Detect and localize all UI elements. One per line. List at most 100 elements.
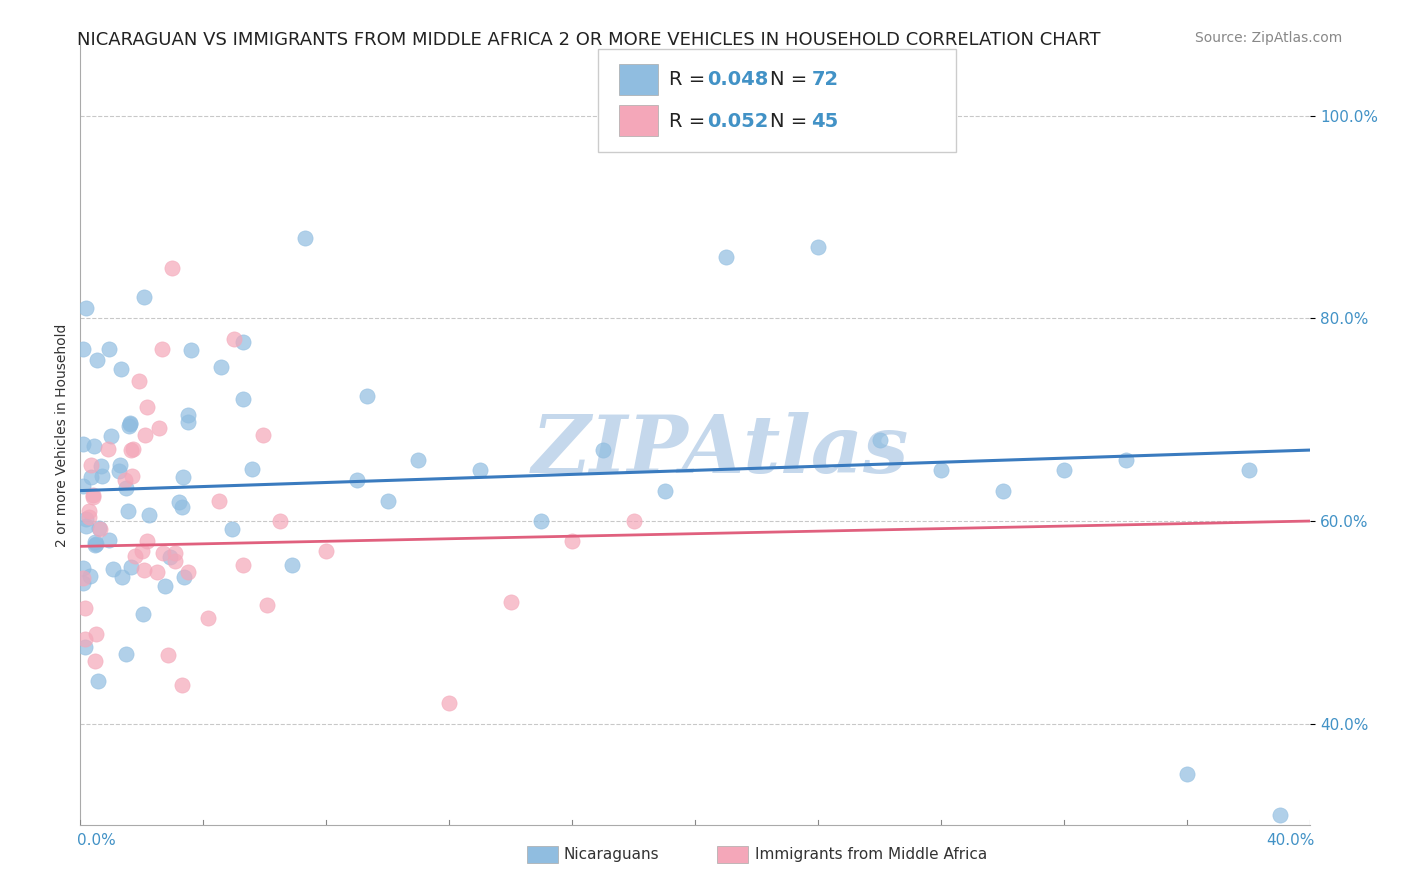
Point (107, 464, 129, 478)
Point (122, 442, 145, 457)
Point (256, 598, 278, 612)
Text: Source: ZipAtlas.com: Source: ZipAtlas.com (1195, 31, 1343, 45)
Point (177, 565, 200, 579)
Point (89, 522, 111, 536)
Point (221, 522, 243, 536)
Point (80, 458, 103, 472)
Point (84, 537, 107, 551)
Point (136, 534, 159, 549)
Point (111, 570, 134, 584)
Point (98, 533, 121, 548)
Point (75, 301, 97, 315)
Point (82, 487, 104, 501)
Point (592, 443, 614, 458)
Point (170, 678, 193, 692)
Text: 40.0%: 40.0% (1267, 833, 1315, 847)
Point (83, 534, 105, 549)
Point (128, 374, 150, 388)
Point (222, 332, 245, 346)
Point (169, 495, 191, 509)
Point (120, 560, 142, 574)
Point (98, 342, 121, 356)
Point (83, 538, 105, 552)
Point (118, 417, 141, 431)
Point (714, 251, 737, 265)
Point (173, 570, 195, 584)
Point (84, 627, 107, 641)
Point (177, 415, 200, 429)
Point (75, 518, 97, 533)
Point (132, 289, 155, 303)
Point (269, 514, 291, 528)
Point (232, 558, 254, 572)
Point (115, 481, 138, 495)
Point (315, 544, 337, 558)
Point (72, 342, 94, 356)
Point (80, 470, 103, 484)
Point (209, 359, 232, 374)
Point (530, 514, 553, 528)
Point (124, 549, 146, 563)
Point (163, 546, 186, 560)
Point (114, 474, 136, 488)
Point (72, 479, 94, 493)
Point (176, 408, 198, 422)
Point (101, 562, 124, 576)
Point (79, 569, 101, 583)
Point (97, 442, 120, 456)
Y-axis label: 2 or more Vehicles in Household: 2 or more Vehicles in Household (55, 323, 69, 547)
Point (346, 474, 368, 488)
Point (79, 510, 101, 524)
Point (294, 231, 316, 245)
Point (197, 611, 219, 625)
Point (1177, 767, 1199, 781)
Text: ZIPAtlas: ZIPAtlas (531, 412, 908, 489)
Point (1115, 453, 1137, 467)
Point (180, 343, 202, 357)
Point (72, 571, 94, 585)
Point (408, 453, 430, 467)
Point (75, 640, 97, 655)
Text: 0.048: 0.048 (707, 70, 769, 89)
Point (115, 647, 138, 661)
Point (132, 607, 155, 621)
Point (162, 260, 184, 275)
Point (83, 439, 105, 453)
Point (108, 458, 131, 472)
Point (153, 579, 176, 593)
Point (75, 632, 97, 647)
Point (170, 500, 193, 514)
Point (134, 428, 156, 442)
Point (148, 421, 170, 435)
Text: 0.052: 0.052 (707, 112, 769, 131)
Point (77, 504, 100, 518)
Point (100, 429, 122, 443)
Point (252, 428, 274, 442)
Point (110, 362, 132, 376)
Point (356, 389, 378, 403)
Point (121, 469, 143, 483)
Point (150, 342, 173, 356)
Text: 45: 45 (811, 112, 838, 131)
Point (83, 655, 105, 669)
Point (72, 561, 94, 575)
Point (73, 601, 96, 615)
Point (117, 503, 139, 517)
Point (152, 546, 174, 560)
Point (120, 443, 142, 458)
Point (207, 493, 229, 508)
Point (86, 352, 108, 367)
Point (468, 463, 491, 477)
Point (232, 392, 254, 406)
Point (136, 400, 159, 414)
Text: 0.0%: 0.0% (77, 833, 117, 847)
Point (118, 418, 141, 433)
Text: R =: R = (669, 70, 711, 89)
Point (82, 490, 104, 504)
Point (118, 416, 141, 430)
Text: N =: N = (770, 112, 814, 131)
Point (75, 512, 97, 526)
Point (1237, 463, 1260, 477)
Point (90, 468, 112, 483)
Point (132, 563, 155, 577)
